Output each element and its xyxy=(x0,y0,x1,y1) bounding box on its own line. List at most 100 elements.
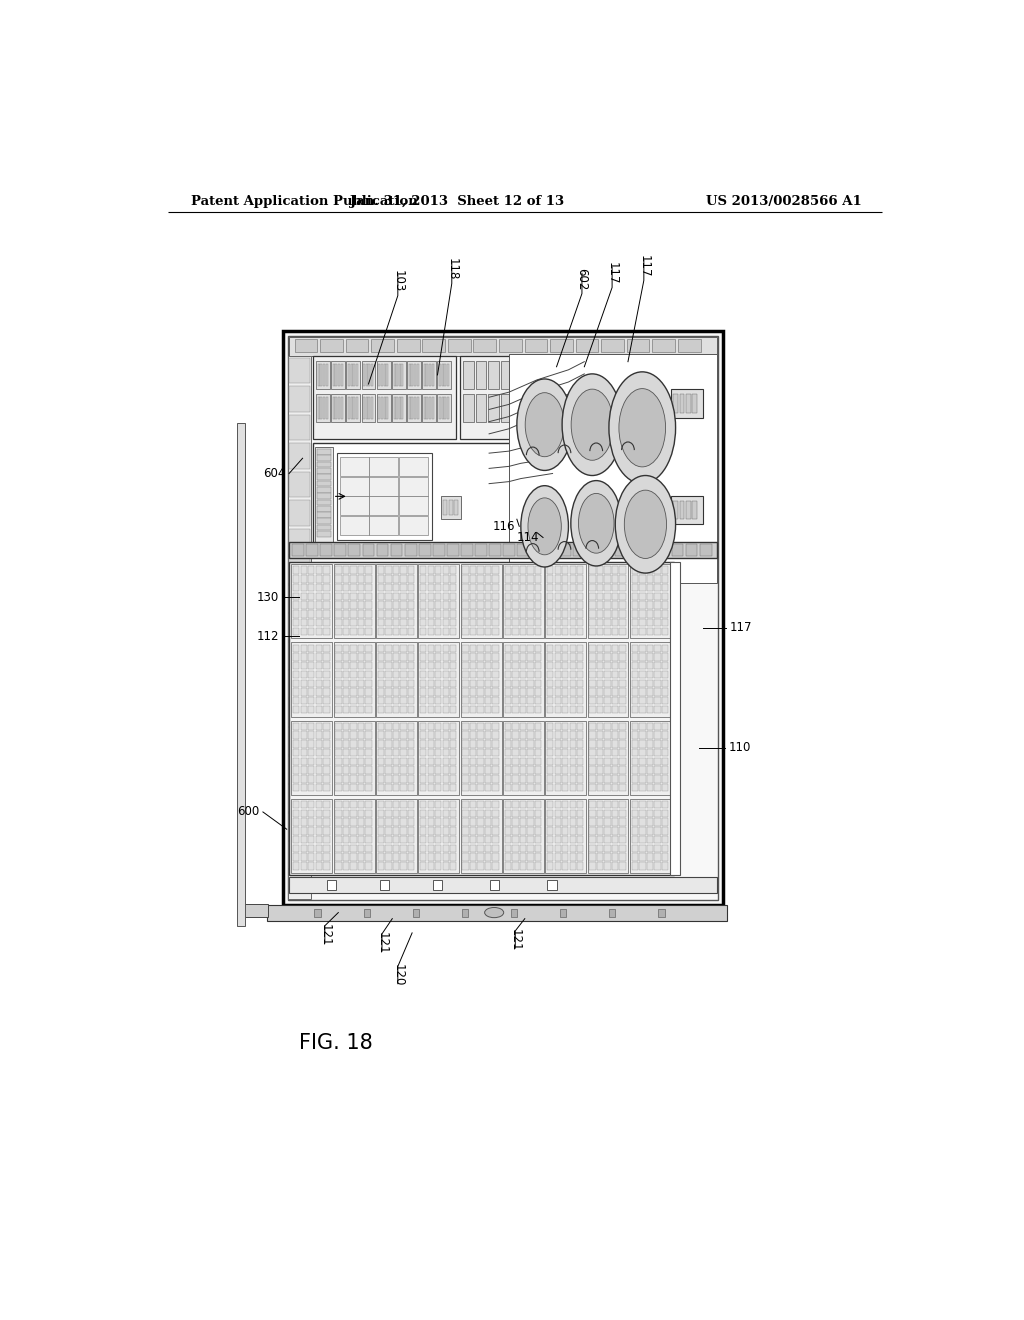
Bar xyxy=(451,697,457,705)
Bar xyxy=(424,397,426,420)
Bar xyxy=(578,566,584,574)
Bar xyxy=(535,722,541,730)
Bar xyxy=(442,680,449,686)
Bar xyxy=(358,828,365,834)
Bar xyxy=(408,697,414,705)
Bar xyxy=(470,644,476,652)
Bar xyxy=(420,741,426,747)
Bar xyxy=(378,706,384,713)
Bar xyxy=(419,721,459,795)
Bar xyxy=(512,854,518,861)
Bar xyxy=(590,644,596,652)
Bar xyxy=(393,809,399,817)
Bar xyxy=(428,862,434,870)
Bar xyxy=(535,619,541,626)
Bar xyxy=(308,845,314,853)
Bar xyxy=(420,602,426,609)
Bar xyxy=(350,775,356,783)
Bar xyxy=(511,908,517,916)
Bar xyxy=(505,862,511,870)
Bar xyxy=(366,854,372,861)
Bar xyxy=(350,653,356,661)
Bar xyxy=(493,671,499,678)
Bar xyxy=(348,397,350,420)
Bar xyxy=(654,722,660,730)
Bar xyxy=(463,845,469,853)
Bar xyxy=(358,593,365,601)
Bar xyxy=(376,643,417,717)
Bar xyxy=(442,610,449,618)
Bar xyxy=(527,627,534,635)
Bar xyxy=(573,544,585,556)
Bar xyxy=(358,610,365,618)
Bar xyxy=(604,731,610,739)
Bar xyxy=(408,706,414,713)
Bar xyxy=(470,697,476,705)
Bar xyxy=(520,818,526,826)
Bar xyxy=(350,784,356,792)
Bar xyxy=(439,397,441,420)
Bar xyxy=(358,748,365,756)
Bar xyxy=(428,583,434,591)
Bar xyxy=(335,544,346,556)
Bar xyxy=(597,784,603,792)
Bar xyxy=(289,414,309,441)
Bar xyxy=(408,671,414,678)
Bar xyxy=(433,544,444,556)
Bar xyxy=(408,809,414,817)
Bar xyxy=(612,809,618,817)
Bar xyxy=(400,706,407,713)
Bar xyxy=(414,364,416,385)
Bar xyxy=(399,457,428,477)
Bar xyxy=(408,619,414,626)
Ellipse shape xyxy=(571,389,613,461)
Bar xyxy=(604,741,610,747)
Bar xyxy=(378,688,384,696)
Bar xyxy=(428,741,434,747)
Bar xyxy=(420,627,426,635)
Bar xyxy=(408,688,414,696)
Bar xyxy=(350,397,352,420)
Bar xyxy=(463,862,469,870)
Bar xyxy=(604,845,610,853)
Bar xyxy=(612,775,618,783)
Bar xyxy=(612,653,618,661)
Text: 112: 112 xyxy=(256,630,279,643)
Bar xyxy=(378,828,384,834)
Bar xyxy=(420,644,426,652)
Bar xyxy=(385,809,391,817)
Bar xyxy=(316,499,331,506)
Bar xyxy=(441,397,443,420)
Bar xyxy=(437,393,452,422)
Bar xyxy=(350,722,356,730)
Bar xyxy=(428,801,434,808)
Bar xyxy=(442,854,449,861)
Bar xyxy=(527,722,534,730)
Bar xyxy=(442,862,449,870)
Bar xyxy=(493,854,499,861)
Bar xyxy=(324,627,330,635)
Bar xyxy=(442,627,449,635)
Bar xyxy=(647,680,653,686)
Bar xyxy=(435,809,441,817)
Bar xyxy=(316,525,331,531)
Bar xyxy=(612,836,618,843)
Bar xyxy=(597,748,603,756)
Bar xyxy=(331,393,345,422)
Bar xyxy=(393,627,399,635)
Bar xyxy=(503,643,544,717)
Bar xyxy=(336,775,342,783)
Bar xyxy=(555,862,561,870)
Bar xyxy=(597,828,603,834)
Bar xyxy=(488,360,499,389)
Bar xyxy=(398,364,400,385)
Bar xyxy=(435,862,441,870)
Bar xyxy=(378,680,384,686)
Bar xyxy=(535,627,541,635)
Bar xyxy=(662,731,668,739)
Bar xyxy=(527,758,534,766)
Bar xyxy=(393,818,399,826)
Bar xyxy=(662,576,668,582)
Bar xyxy=(289,444,309,469)
Bar xyxy=(353,397,355,420)
